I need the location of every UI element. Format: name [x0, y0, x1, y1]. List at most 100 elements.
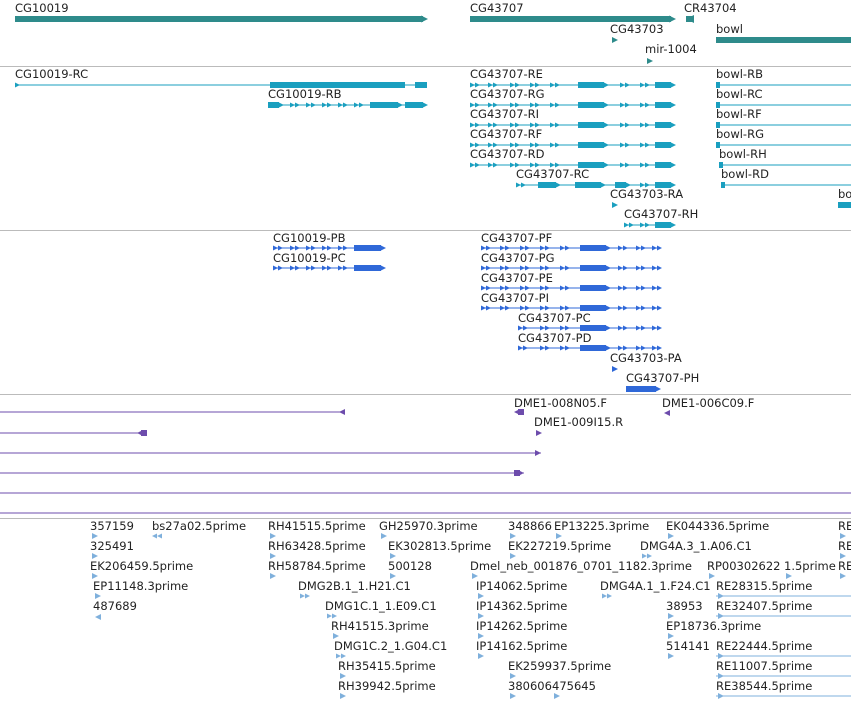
- strand-arrow: [520, 285, 525, 291]
- transcript-feature[interactable]: CG43707-RG: [470, 87, 676, 108]
- est-feature[interactable]: RH63428.5prime: [268, 539, 366, 559]
- clone-feature[interactable]: [0, 409, 345, 415]
- est-feature[interactable]: EP13225.3prime: [554, 519, 649, 539]
- gene-feature[interactable]: CR43704: [684, 1, 737, 23]
- est-feature[interactable]: RE22444.5prime: [716, 639, 812, 659]
- est-feature[interactable]: DMG1C.2_1.G04.C1: [334, 639, 447, 659]
- est-feature[interactable]: GH25970.3prime: [379, 519, 478, 539]
- transcript-feature[interactable]: CG43707-RI: [470, 107, 676, 128]
- est-feature[interactable]: EK044336.5prime: [666, 519, 769, 539]
- est-feature[interactable]: RE: [838, 539, 851, 559]
- protein-feature[interactable]: CG10019-PC: [273, 251, 386, 271]
- est-feature[interactable]: EK227219.5prime: [508, 539, 611, 559]
- transcript-feature[interactable]: bowl-RH: [719, 147, 851, 168]
- track-proteins: CG10019-PB CG10019-PC CG43707-PF CG43707-PG…: [273, 231, 699, 392]
- est-feature[interactable]: EK259937.5prime: [508, 659, 611, 679]
- est-feature[interactable]: 348866: [508, 519, 552, 539]
- transcript-feature[interactable]: CG43703-RA: [610, 187, 683, 208]
- est-feature[interactable]: DMG4A.1_1.F24.C1: [600, 579, 711, 599]
- gene-feature[interactable]: CG10019: [15, 1, 428, 23]
- protein-feature[interactable]: CG10019-PB: [273, 231, 386, 251]
- transcript-feature[interactable]: CG43707-RE: [470, 67, 676, 88]
- est-feature[interactable]: 38953: [666, 599, 703, 619]
- transcript-feature[interactable]: CG10019-RC: [15, 67, 427, 88]
- transcript-feature[interactable]: CG43707-RH: [624, 207, 698, 228]
- est-feature[interactable]: EP11148.3prime: [93, 579, 188, 599]
- protein-feature[interactable]: CG43703-PA: [610, 351, 682, 372]
- transcript-feature[interactable]: bowl-RC: [716, 87, 851, 108]
- est-feature[interactable]: IP14162.5prime: [476, 639, 567, 659]
- feature-tick: [341, 653, 346, 659]
- est-feature[interactable]: RE11007.5prime: [716, 659, 812, 679]
- est-feature[interactable]: RE: [838, 519, 851, 539]
- est-feature[interactable]: RH35415.5prime: [338, 659, 436, 679]
- clone-feature[interactable]: [0, 430, 147, 436]
- feature-label: RE: [838, 519, 851, 533]
- est-feature[interactable]: RH58784.5prime: [268, 559, 366, 579]
- strand-arrow: [515, 82, 520, 88]
- est-feature[interactable]: RP00302622: [707, 559, 780, 579]
- transcript-feature[interactable]: CG43707-RD: [470, 147, 676, 168]
- exon-block: [578, 142, 604, 148]
- est-feature[interactable]: RH39942.5prime: [338, 679, 436, 699]
- protein-feature[interactable]: CG43707-PI: [481, 291, 662, 311]
- strand-arrow: [505, 285, 510, 291]
- protein-feature[interactable]: CG43707-PF: [481, 231, 662, 251]
- est-feature[interactable]: 514141: [666, 639, 710, 659]
- strand-arrow: [560, 345, 565, 351]
- clone-feature[interactable]: [0, 470, 524, 476]
- est-feature[interactable]: RE32407.5prime: [716, 599, 812, 619]
- transcript-feature[interactable]: bowl-RF: [716, 107, 851, 128]
- est-feature[interactable]: 357159: [90, 519, 134, 539]
- est-feature[interactable]: 380606: [508, 679, 552, 699]
- est-feature[interactable]: 325491: [90, 539, 134, 559]
- strand-arrow: [555, 82, 560, 88]
- protein-feature[interactable]: CG43707-PE: [481, 271, 662, 291]
- transcript-feature[interactable]: CG43707-RF: [470, 127, 676, 148]
- gene-feature[interactable]: mir-1004: [645, 42, 697, 64]
- est-feature[interactable]: EP18736.3prime: [666, 619, 761, 639]
- protein-feature[interactable]: CG43707-PD: [518, 331, 662, 351]
- clone-feature[interactable]: DME1-006C09.F: [662, 396, 754, 416]
- transcript-feature[interactable]: bo: [838, 187, 851, 208]
- est-feature[interactable]: IP14062.5prime: [476, 579, 567, 599]
- protein-feature[interactable]: CG43707-PG: [481, 251, 662, 271]
- clone-feature[interactable]: DME1-008N05.F: [514, 396, 607, 415]
- transcript-feature[interactable]: bowl-RB: [716, 67, 851, 88]
- gene-feature[interactable]: bowl: [716, 22, 851, 43]
- est-feature[interactable]: 1.5prime: [784, 559, 836, 579]
- transcript-feature[interactable]: bowl-RD: [721, 167, 851, 188]
- gene-feature[interactable]: CG43707: [470, 1, 676, 23]
- est-feature[interactable]: IP14362.5prime: [476, 599, 567, 619]
- est-feature[interactable]: RH41515.3prime: [331, 619, 429, 639]
- est-feature[interactable]: EK206459.5prime: [90, 559, 193, 579]
- protein-feature[interactable]: CG43707-PH: [626, 371, 699, 392]
- est-feature[interactable]: RE: [838, 559, 851, 579]
- est-feature[interactable]: Dmel_neb_001876_0701_1182.3prime: [470, 559, 692, 579]
- est-feature[interactable]: IP14262.5prime: [476, 619, 567, 639]
- feature-label: bo: [838, 187, 851, 201]
- est-feature[interactable]: bs27a02.5prime: [152, 519, 246, 539]
- feature-label: bs27a02.5prime: [152, 519, 246, 533]
- est-feature[interactable]: 475645: [552, 679, 596, 699]
- feature-tick: [152, 533, 157, 539]
- transcript-feature[interactable]: CG10019-RB: [268, 87, 428, 108]
- gene-feature[interactable]: CG43703: [610, 22, 664, 43]
- protein-feature[interactable]: CG43707-PC: [518, 311, 662, 331]
- transcript-feature[interactable]: CG43707-RC: [516, 167, 676, 188]
- clone-feature[interactable]: DME1-009I15.R: [534, 415, 623, 436]
- est-feature[interactable]: RH41515.5prime: [268, 519, 366, 539]
- clone-feature[interactable]: [0, 450, 541, 456]
- est-feature[interactable]: 487689: [93, 599, 137, 620]
- est-feature[interactable]: DMG1C.1_1.E09.C1: [325, 599, 437, 619]
- est-feature[interactable]: RE28315.5prime: [716, 579, 812, 599]
- est-feature[interactable]: 500128: [388, 559, 432, 579]
- est-feature[interactable]: DMG4A.3_1.A06.C1: [640, 539, 752, 559]
- est-feature[interactable]: RE38544.5prime: [716, 679, 812, 699]
- est-feature[interactable]: DMG2B.1_1.H21.C1: [298, 579, 411, 599]
- exon-block: [580, 245, 606, 251]
- transcript-feature[interactable]: bowl-RG: [716, 127, 851, 148]
- est-feature[interactable]: EK302813.5prime: [388, 539, 491, 559]
- feature-label: RH58784.5prime: [268, 559, 366, 573]
- exon-block: [370, 102, 398, 108]
